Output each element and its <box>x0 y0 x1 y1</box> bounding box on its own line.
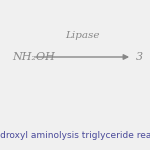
Text: NH₂OH: NH₂OH <box>12 52 55 62</box>
Text: Lipase: Lipase <box>65 32 100 40</box>
Text: 3: 3 <box>136 52 143 62</box>
Text: hydroxyl aminolysis triglyceride reaction.: hydroxyl aminolysis triglyceride reactio… <box>0 130 150 140</box>
